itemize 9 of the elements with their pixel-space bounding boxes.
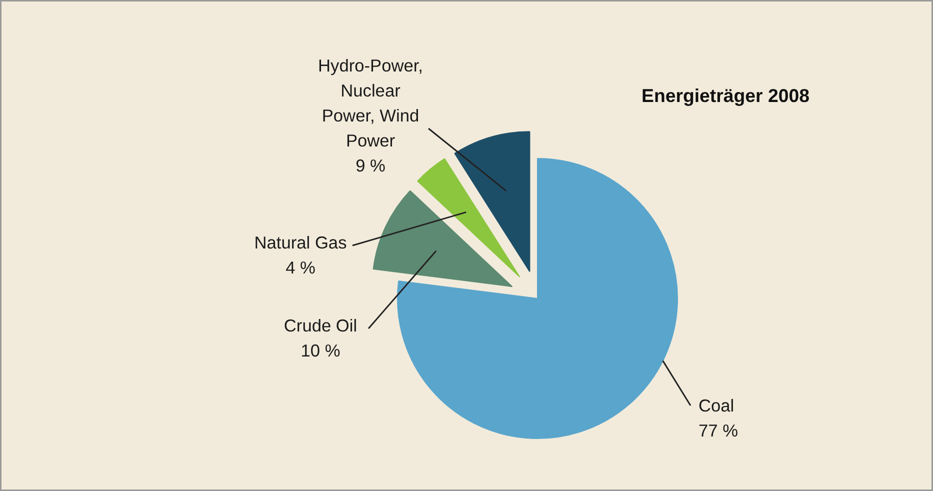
- data-label: 10 %: [300, 340, 340, 360]
- slice-label: Natural Gas: [254, 232, 348, 252]
- slice-label: Coal: [698, 396, 734, 416]
- data-label: 4 %: [286, 258, 316, 278]
- text: Energieträger 2008: [642, 85, 810, 106]
- slice-label: Hydro-Power, Nuclear Power, Wind Power: [318, 56, 423, 150]
- data-label: 77 %: [698, 420, 738, 440]
- slice-label: Crude Oil: [284, 316, 358, 336]
- data-label: 9 %: [356, 156, 386, 176]
